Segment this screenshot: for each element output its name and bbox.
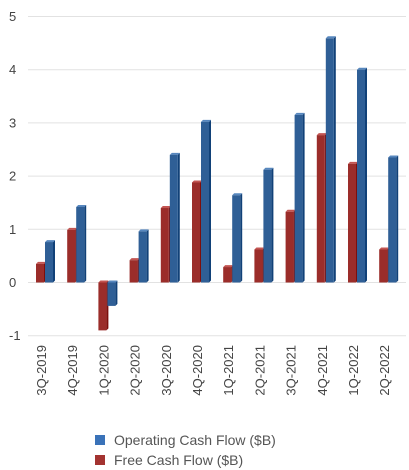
x-tick-label-6: 1Q-2021: [221, 345, 236, 396]
bar-side-operating-cash-flow-b-11: [396, 155, 399, 283]
bar-operating-cash-flow-b-9: [325, 38, 334, 283]
legend-item-operating-cash-flow: Operating Cash Flow ($B): [95, 430, 276, 450]
bar-top-free-cash-flow-b-0: [36, 261, 46, 264]
bar-free-cash-flow-b-4: [160, 208, 169, 283]
bar-operating-cash-flow-b-2: [107, 282, 116, 306]
bar-free-cash-flow-b-8: [285, 211, 294, 283]
legend-label-free-cash-flow: Free Cash Flow ($B): [114, 452, 244, 468]
legend-swatch-operating-cash-flow: [95, 435, 105, 445]
bar-free-cash-flow-b-2: [98, 282, 107, 331]
bar-top-operating-cash-flow-b-4: [169, 152, 180, 155]
bar-free-cash-flow-b-3: [129, 260, 138, 283]
bar-operating-cash-flow-b-0: [45, 242, 53, 283]
x-tick-label-1: 4Q-2019: [65, 345, 80, 396]
bar-top-operating-cash-flow-b-6: [232, 193, 243, 196]
bar-top-operating-cash-flow-b-7: [263, 167, 274, 170]
bar-free-cash-flow-b-1: [67, 229, 76, 283]
bar-top-operating-cash-flow-b-9: [325, 36, 336, 39]
y-tick-label-2: 1: [9, 222, 16, 237]
bar-top-operating-cash-flow-b-11: [388, 155, 399, 158]
bar-free-cash-flow-b-6: [223, 267, 232, 283]
bar-free-cash-flow-b-7: [254, 249, 263, 283]
bar-operating-cash-flow-b-5: [201, 121, 209, 283]
bar-top-free-cash-flow-b-11: [379, 247, 390, 250]
bar-side-operating-cash-flow-b-0: [53, 240, 55, 283]
bar-side-operating-cash-flow-b-3: [146, 229, 149, 283]
bar-top-operating-cash-flow-b-10: [357, 67, 367, 70]
bar-free-cash-flow-b-0: [36, 263, 44, 283]
y-tick-label-5: 4: [9, 62, 16, 77]
x-tick-label-2: 1Q-2020: [96, 345, 111, 396]
bar-operating-cash-flow-b-11: [388, 157, 397, 283]
y-tick-label-4: 3: [9, 115, 16, 130]
bar-top-free-cash-flow-b-9: [316, 133, 327, 136]
bar-operating-cash-flow-b-4: [169, 154, 178, 283]
bar-top-free-cash-flow-b-6: [223, 265, 234, 268]
x-tick-label-10: 1Q-2022: [346, 345, 361, 396]
bar-side-operating-cash-flow-b-8: [302, 112, 305, 283]
y-tick-label-1: 0: [9, 275, 16, 290]
bar-top-free-cash-flow-b-5: [192, 180, 202, 183]
bar-side-operating-cash-flow-b-1: [84, 204, 87, 283]
bar-side-operating-cash-flow-b-7: [271, 167, 274, 283]
bar-top-free-cash-flow-b-2: [98, 280, 109, 283]
bar-top-operating-cash-flow-b-1: [76, 204, 87, 207]
chart-legend: Operating Cash Flow ($B) Free Cash Flow …: [95, 430, 276, 470]
bar-side-operating-cash-flow-b-10: [365, 67, 367, 283]
x-tick-label-11: 2Q-2022: [377, 345, 392, 396]
x-tick-label-5: 4Q-2020: [190, 345, 205, 396]
bar-side-operating-cash-flow-b-9: [333, 36, 336, 283]
bar-top-free-cash-flow-b-7: [254, 247, 265, 250]
bar-operating-cash-flow-b-8: [294, 114, 303, 283]
bar-top-free-cash-flow-b-1: [67, 227, 78, 230]
bar-operating-cash-flow-b-6: [232, 195, 241, 283]
y-tick-label-6: 5: [9, 9, 16, 24]
bar-free-cash-flow-b-10: [348, 163, 356, 283]
bar-top-operating-cash-flow-b-8: [294, 112, 305, 115]
bar-top-free-cash-flow-b-3: [129, 258, 140, 261]
bar-side-operating-cash-flow-b-5: [209, 119, 211, 283]
legend-item-free-cash-flow: Free Cash Flow ($B): [95, 450, 276, 470]
bar-operating-cash-flow-b-3: [138, 231, 147, 283]
y-tick-label-0: -1: [9, 328, 21, 343]
bar-operating-cash-flow-b-7: [263, 169, 272, 283]
bar-free-cash-flow-b-11: [379, 249, 388, 283]
bar-top-operating-cash-flow-b-3: [138, 229, 149, 232]
bar-free-cash-flow-b-9: [316, 135, 325, 283]
x-tick-label-3: 2Q-2020: [128, 345, 143, 396]
bar-top-free-cash-flow-b-8: [285, 209, 296, 212]
bar-top-operating-cash-flow-b-5: [201, 119, 211, 122]
x-tick-label-9: 4Q-2021: [315, 345, 330, 396]
bar-top-operating-cash-flow-b-0: [45, 240, 55, 243]
bar-side-operating-cash-flow-b-2: [115, 280, 118, 306]
x-tick-label-4: 3Q-2020: [159, 345, 174, 396]
bar-side-operating-cash-flow-b-6: [240, 193, 243, 283]
bar-operating-cash-flow-b-10: [357, 69, 365, 283]
legend-swatch-free-cash-flow: [95, 455, 105, 465]
legend-label-operating-cash-flow: Operating Cash Flow ($B): [114, 432, 276, 448]
x-tick-label-0: 3Q-2019: [34, 345, 49, 396]
x-tick-label-7: 2Q-2021: [252, 345, 267, 396]
bar-side-operating-cash-flow-b-4: [177, 152, 180, 283]
bar-free-cash-flow-b-5: [192, 182, 200, 283]
bar-operating-cash-flow-b-1: [76, 206, 85, 283]
x-tick-label-8: 3Q-2021: [284, 345, 299, 396]
chart-plot-area: -1 0 1 2 3 4 5 3Q-2019 4Q-2019 1Q-2020 2Q-2020 3Q-2…: [9, 9, 406, 396]
bar-top-free-cash-flow-b-10: [348, 161, 358, 164]
y-tick-label-3: 2: [9, 169, 16, 184]
bar-top-free-cash-flow-b-4: [160, 206, 171, 209]
bar-top-operating-cash-flow-b-2: [107, 280, 118, 283]
